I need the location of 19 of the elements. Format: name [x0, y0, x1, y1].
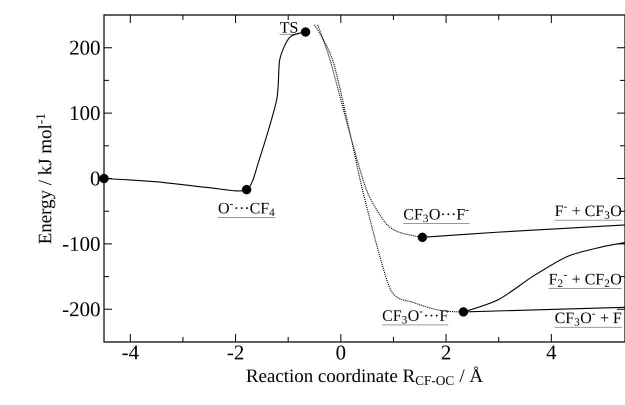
- y-axis-title: Energy / kJ mol$^{-1}$: [36, 114, 56, 244]
- y-tick-label: 100: [70, 106, 100, 120]
- annotation: CF$_{3}$O$^{-}$···F: [382, 310, 448, 324]
- annotation: O$^{-}$···CF$_{4}$: [218, 202, 275, 216]
- y-tick-label: 200: [70, 40, 100, 55]
- x-tick-label: -4: [122, 346, 139, 360]
- x-axis-title: Reaction coordinate R$_{CF-OC}$ / Å: [246, 366, 483, 385]
- annotation: TS: [280, 22, 298, 33]
- y-tick-label: 0: [90, 171, 100, 186]
- annotation: F$^{-}$ + CF$_{3}$O: [555, 206, 622, 219]
- annotation: F$_{2}$$^{-}$ + CF$_{2}$O: [549, 274, 622, 287]
- x-tick-label: -2: [228, 346, 244, 360]
- annotation: CF$_{3}$O$^{-}$ + F: [555, 312, 622, 326]
- x-tick-label: 2: [442, 346, 450, 360]
- y-tick-label: -200: [62, 302, 100, 316]
- annotation: CF$_{3}$O···F$^{-}$: [404, 208, 469, 222]
- x-tick-label: 4: [546, 346, 556, 360]
- x-tick-label: 0: [336, 346, 346, 360]
- y-tick-label: -100: [62, 236, 100, 251]
